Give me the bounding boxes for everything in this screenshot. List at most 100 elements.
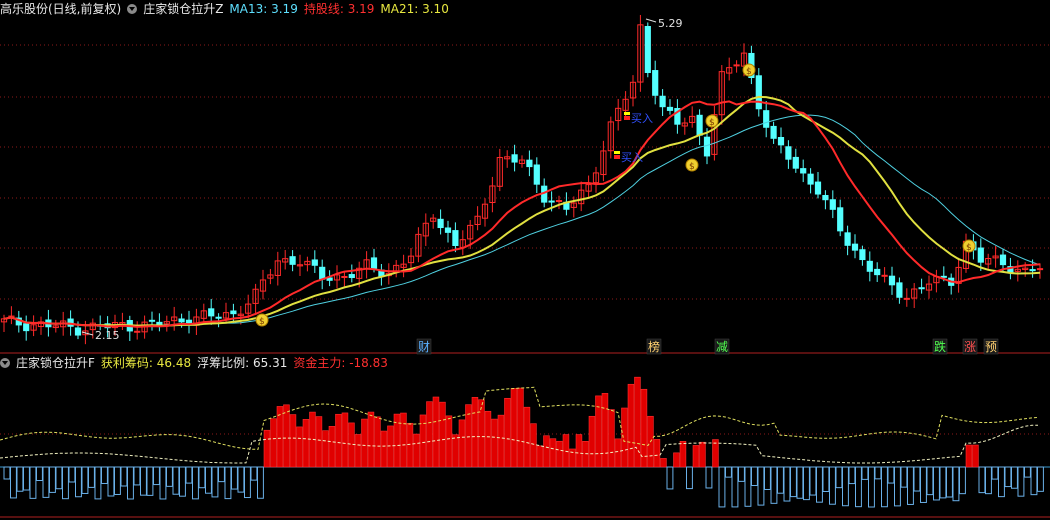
candle-body [703, 136, 711, 157]
fund-bar-negative [107, 466, 115, 497]
fund-bar-positive [549, 438, 557, 468]
indicator-dropdown-icon[interactable] [0, 358, 10, 368]
event-label: 榜 [648, 339, 660, 354]
buy-flag-icon [624, 116, 630, 120]
candle-body [311, 259, 318, 266]
float-chips-label: 浮筹比例: 65.31 [197, 356, 288, 370]
candle-body [444, 227, 452, 233]
fund-bar-negative [855, 466, 862, 508]
fund-bar-negative [42, 466, 50, 498]
fund-bar-negative [926, 466, 934, 496]
fund-bar-negative [237, 466, 245, 493]
fund-bar-negative [842, 466, 849, 507]
candle-body [659, 95, 666, 108]
bottom-indicator-name[interactable]: 庄家锁仓拉升F [16, 356, 95, 370]
fund-bar-negative [907, 466, 914, 505]
fund-bar-positive [367, 411, 375, 468]
fund-bar-positive [491, 418, 498, 468]
fund-bar-positive [341, 412, 349, 468]
fund-bar-positive [627, 383, 635, 468]
fund-bar-negative [140, 466, 147, 496]
candle-body [296, 264, 304, 267]
fund-bar-negative [835, 466, 843, 489]
fund-bar-negative [146, 466, 154, 496]
candle-body [592, 172, 600, 184]
candle-body [644, 25, 651, 74]
money-bag-icon [742, 63, 756, 77]
fund-bar-negative [166, 466, 173, 487]
fund-bar-positive [289, 414, 297, 468]
fund-bar-negative [913, 466, 921, 492]
fund-bar-negative [1024, 466, 1031, 478]
candle-body [829, 199, 836, 210]
money-bag-icon [962, 239, 976, 253]
event-label: 跌 [934, 339, 946, 354]
candle-body [629, 81, 637, 99]
fund-bar-positive [484, 410, 492, 468]
fund-bar-negative [16, 466, 24, 492]
candle-body [171, 316, 178, 322]
fund-bar-negative [133, 466, 141, 486]
ma13-label: MA13: 3.19 [229, 2, 298, 16]
fund-bar-negative [1004, 466, 1012, 488]
fund-bar-positive [458, 419, 466, 468]
fund-bar-negative [205, 466, 212, 494]
fund-bar-negative [127, 466, 134, 500]
candle-body [341, 275, 348, 278]
fund-bar-positive [510, 388, 518, 468]
fund-bar-positive [393, 413, 401, 468]
fund-bar-negative [829, 466, 836, 505]
candle-body [844, 232, 851, 246]
fund-bar-negative [985, 466, 992, 495]
candle-body [326, 277, 333, 281]
money-bag-icon [685, 158, 699, 172]
fund-bar-positive [608, 409, 615, 468]
candle-body [755, 75, 762, 110]
money-bag-symbol: $ [966, 243, 972, 253]
fund-bar-negative [185, 466, 193, 484]
candle-body [289, 256, 296, 265]
fund-bar-negative [939, 466, 947, 499]
fund-bar-negative [757, 466, 765, 506]
fund-bar-negative [777, 466, 784, 494]
fund-bar-positive [361, 418, 368, 468]
fund-bar-negative [978, 466, 986, 494]
fund-bar-negative [816, 466, 823, 503]
bottom-panel-header: 庄家锁仓拉升F 获利筹码: 46.48 浮筹比例: 65.31 资金主力: -1… [0, 354, 388, 372]
fund-bar-negative [36, 466, 43, 482]
money-bag-symbol: $ [709, 118, 715, 128]
fund-bar-negative [244, 466, 251, 499]
fund-bar-negative [75, 466, 82, 498]
fund-bar-negative [1017, 466, 1025, 497]
indicator-name[interactable]: 庄家锁仓拉升Z [143, 2, 224, 16]
candle-body [504, 156, 511, 160]
candle-body [533, 164, 540, 185]
candle-body [178, 318, 185, 323]
candle-body [637, 24, 644, 83]
fund-bar-positive [400, 412, 407, 468]
fund-bar-positive [621, 407, 628, 468]
fund-bar-negative [790, 466, 797, 498]
fund-bar-negative [920, 466, 927, 503]
candle-body [570, 202, 577, 208]
candle-body [400, 263, 407, 268]
candle-body [955, 266, 962, 284]
fund-bar-positive [452, 434, 459, 468]
fund-bar-negative [946, 466, 953, 498]
candle-body [681, 122, 688, 127]
event-label: 财 [418, 340, 430, 354]
fund-bar-positive [432, 396, 440, 468]
fund-bar-negative [62, 466, 69, 500]
candle-body [600, 150, 607, 176]
fund-bar-negative [686, 466, 693, 490]
candle-body [985, 258, 992, 265]
candle-body [156, 321, 163, 326]
fund-bar-positive [517, 387, 524, 468]
fund-bar-positive [575, 434, 583, 468]
fund-bar-negative [94, 466, 102, 500]
candle-body [407, 255, 415, 264]
candle-body [711, 114, 718, 155]
indicator-dropdown-icon[interactable] [127, 4, 138, 14]
fund-bar-positive [699, 441, 706, 468]
